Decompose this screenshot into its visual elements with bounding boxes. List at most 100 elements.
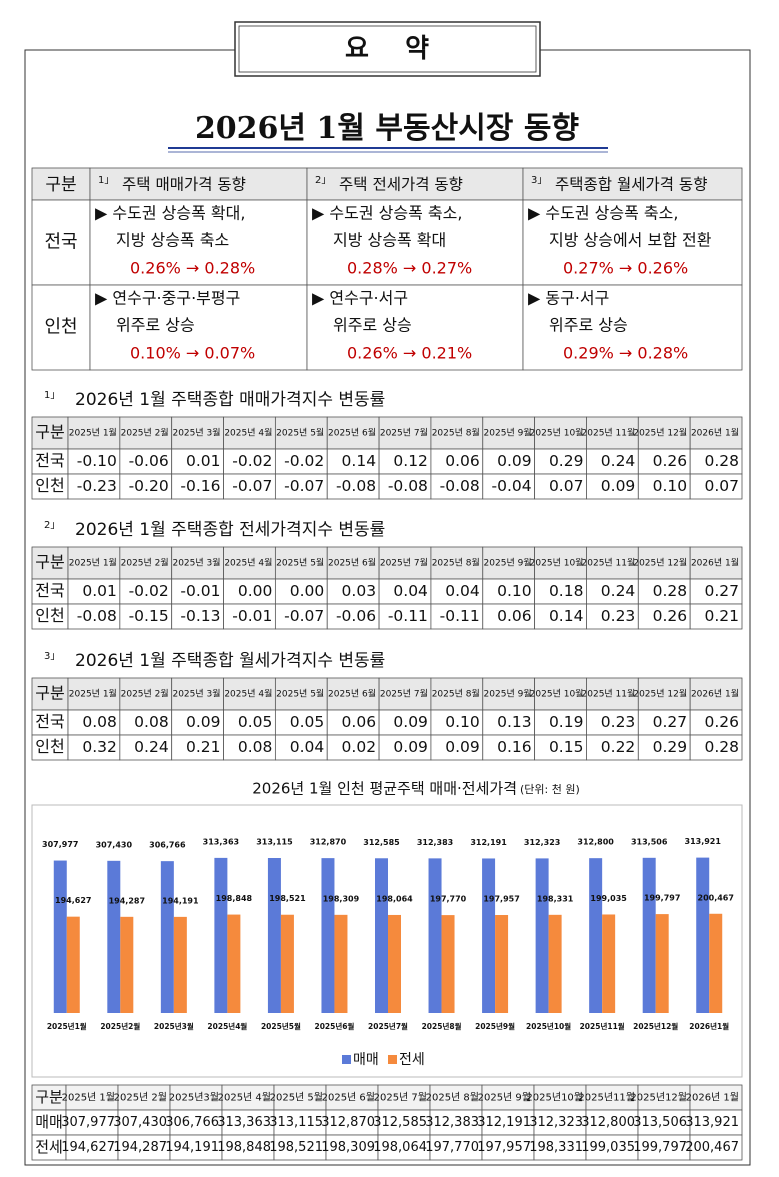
table-cell (637, 578, 691, 605)
table-value: 198,064 (373, 1140, 427, 1155)
bar (495, 915, 509, 1013)
table-value: 0.06 (497, 607, 532, 625)
table-cell (171, 473, 224, 500)
table-cell (67, 603, 121, 630)
table-cell (586, 709, 639, 736)
table-header: 2025년 5월 (270, 1092, 323, 1104)
table-value: 0.01 (186, 452, 221, 470)
table-header: 2025년 11월 (582, 427, 636, 439)
table-cell (637, 734, 691, 761)
table-cell (522, 199, 743, 286)
table-value: 312,383 (425, 1115, 479, 1130)
table-header: 2025년 1월 (69, 427, 117, 439)
data-label: 199,797 (644, 894, 680, 903)
table-header: 2025년 3월 (172, 427, 220, 439)
table-value: -0.08 (77, 607, 117, 625)
bar (214, 857, 228, 1013)
table-cell (326, 473, 380, 500)
summary-change: 0.26% → 0.28% (130, 259, 255, 278)
table-cell (65, 1109, 119, 1136)
table-value: 0.27 (653, 713, 688, 731)
table-cell (325, 1109, 379, 1136)
table-header: 2025년 2월 (121, 557, 169, 569)
bar (388, 914, 401, 1013)
table-header: 2025년 2월 (121, 688, 169, 700)
table-cell (31, 416, 69, 450)
data-label: 198,064 (376, 894, 413, 903)
table-header: 2025년 10월 (530, 688, 584, 700)
table-cell (169, 1084, 223, 1111)
table-header: 2025년 6월 (328, 427, 376, 439)
table-cell (171, 416, 224, 450)
data-label: 312,585 (363, 838, 400, 847)
table-cell (689, 1134, 743, 1161)
table-value: 0.26 (653, 607, 688, 625)
table-value: 0.02 (342, 738, 377, 756)
x-tick-label: 2025년1월 (47, 1021, 87, 1031)
table-header: 구분 (35, 1088, 63, 1106)
table-value: 0.21 (704, 607, 739, 625)
table-header: 2025년 4월 (224, 427, 272, 439)
table-cell (586, 546, 639, 580)
table-cell (637, 1084, 691, 1111)
table-cell (430, 546, 484, 580)
table-value: 0.13 (497, 713, 532, 731)
table-header: 2025년 6월 (328, 688, 376, 700)
table-header: 주택 매매가격 동향 (122, 176, 246, 194)
table-cell (67, 734, 121, 761)
row-label: 인천 (44, 317, 77, 338)
table-value: -0.13 (180, 607, 220, 625)
table-cell (119, 677, 173, 711)
table-header: 구분 (45, 175, 76, 195)
data-label: 198,331 (537, 894, 574, 903)
legend-swatch (342, 1055, 351, 1064)
table-cell (637, 546, 691, 580)
table-cell (325, 1134, 379, 1161)
table-header: 2025년 12월 (633, 557, 687, 569)
x-tick-label: 2025년3월 (154, 1021, 194, 1031)
table-cell (430, 677, 484, 711)
table-value: 198,309 (321, 1140, 375, 1155)
table-value: 312,800 (581, 1115, 635, 1130)
data-label: 307,977 (42, 840, 78, 849)
table-value: 0.23 (601, 713, 636, 731)
table-cell (274, 578, 328, 605)
table-cell (31, 677, 69, 711)
table-cell (522, 284, 743, 371)
table-value: 0.15 (549, 738, 584, 756)
table-cell (223, 677, 276, 711)
table-cell (31, 1134, 67, 1161)
bar (227, 914, 241, 1013)
table-cell (171, 578, 224, 605)
table-cell (67, 709, 121, 736)
table-header: 2025년 11월 (582, 557, 636, 569)
table-value: -0.20 (129, 477, 169, 495)
footnote-mark: 1」 (44, 390, 60, 401)
table-value: 0.07 (704, 477, 739, 495)
header-box (234, 21, 541, 77)
table-value: 0.24 (134, 738, 169, 756)
bar (642, 857, 656, 1013)
table-header: 2025년 7월 (380, 557, 428, 569)
summary-change: 0.10% → 0.07% (130, 344, 255, 363)
table-cell (67, 546, 121, 580)
table-value: 0.22 (601, 738, 636, 756)
table-value: 312,870 (321, 1115, 375, 1130)
table-header: 2025년 5월 (276, 557, 324, 569)
table-cell (31, 1084, 67, 1111)
table-value: -0.02 (284, 452, 324, 470)
table-header: 2026년 1월 (691, 427, 739, 439)
table-value: 0.00 (290, 582, 325, 600)
table-cell (274, 734, 328, 761)
summary-text: 지방 상승폭 확대 (333, 231, 446, 250)
table-cell (274, 473, 328, 500)
table-cell (89, 199, 308, 286)
table-cell (221, 1109, 275, 1136)
row-label: 매매 (35, 1113, 63, 1131)
table-cell (31, 603, 69, 630)
summary-change: 0.26% → 0.21% (347, 344, 472, 363)
row-label: 전국 (35, 712, 64, 731)
x-tick-label: 2025년12월 (633, 1021, 678, 1031)
table-header: 2025년 10월 (530, 427, 584, 439)
table-value: 313,506 (633, 1115, 687, 1130)
